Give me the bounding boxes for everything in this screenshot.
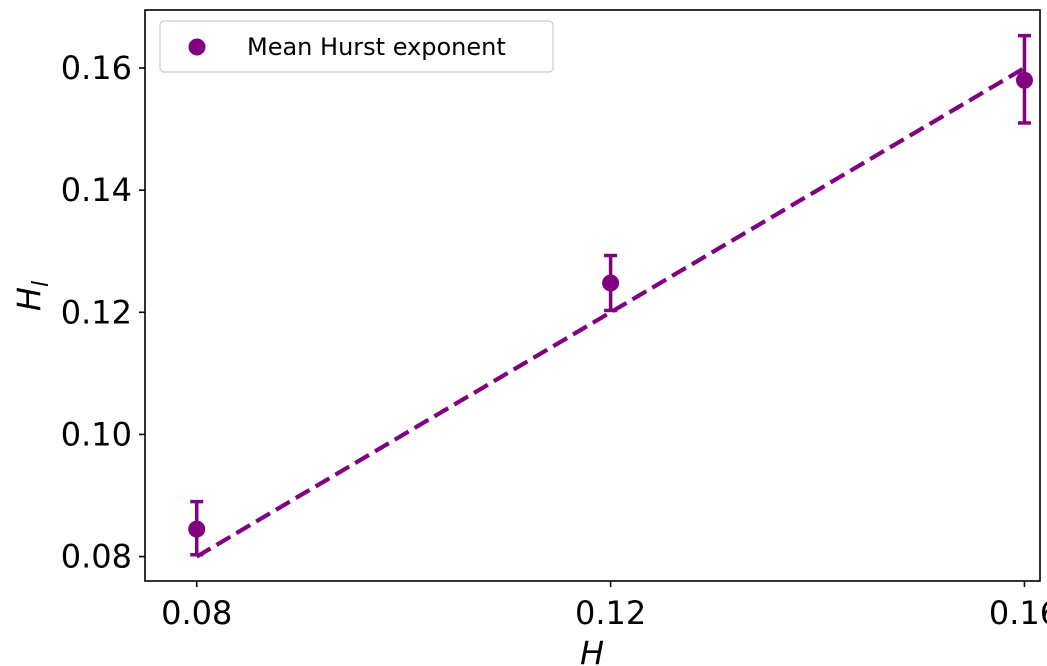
data-points-layer [188, 33, 1033, 557]
y-tick-label: 0.10 [61, 415, 132, 453]
data-point [188, 520, 206, 538]
y-axis-label: Hl [10, 281, 54, 311]
y-axis-label-main: H [10, 287, 48, 311]
y-axis: 0.08 0.10 0.12 0.14 0.16 [61, 49, 145, 576]
legend-box [159, 20, 554, 73]
y-tick-label: 0.12 [61, 293, 132, 331]
y-axis-label-subscript: l [29, 281, 54, 287]
x-axis: 0.08 0.12 0.16 [161, 581, 1047, 632]
x-axis-label: H [580, 634, 604, 666]
x-tick-label: 0.12 [575, 594, 646, 632]
data-point [602, 274, 620, 292]
legend: Mean Hurst exponent [159, 20, 554, 73]
data-point [1015, 71, 1033, 89]
y-tick-label: 0.16 [61, 49, 132, 87]
y-tick-label: 0.14 [61, 171, 132, 209]
plot-frame [144, 9, 1041, 582]
y-tick-label: 0.08 [61, 538, 132, 576]
legend-label: Mean Hurst exponent [247, 33, 506, 61]
x-tick-label: 0.16 [989, 594, 1047, 632]
x-tick-label: 0.08 [161, 594, 232, 632]
legend-marker [188, 38, 206, 56]
